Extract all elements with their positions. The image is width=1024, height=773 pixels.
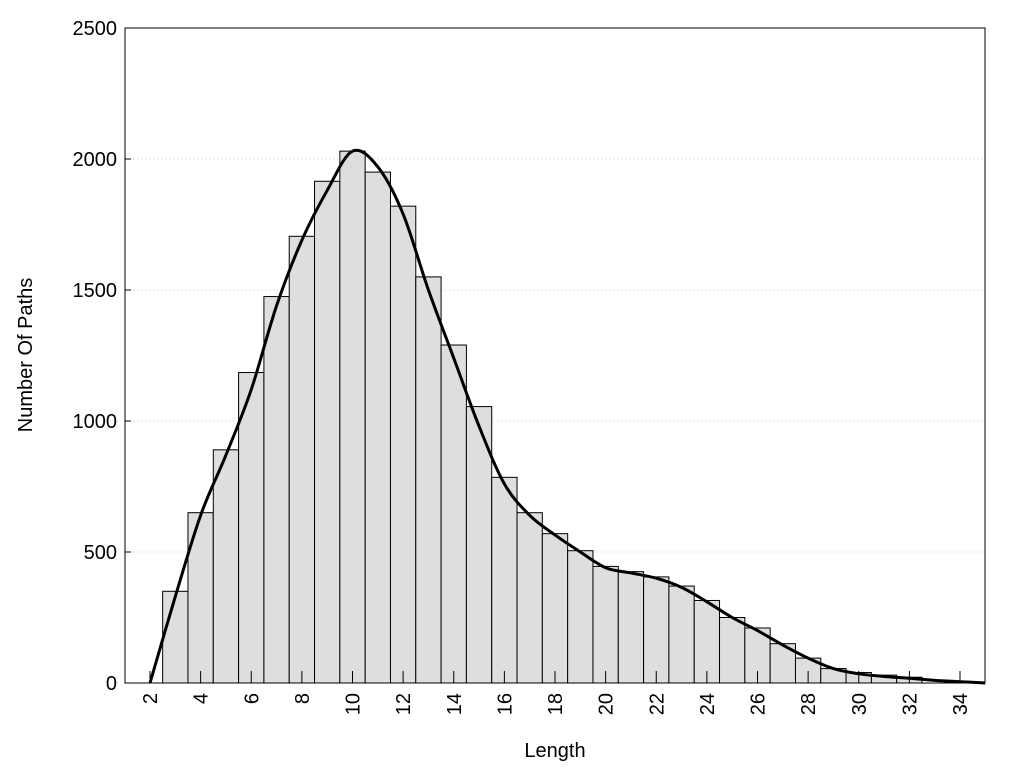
x-tick-label: 20 — [596, 693, 618, 715]
bar — [643, 576, 670, 684]
x-tick-label: 34 — [950, 693, 972, 715]
bar — [389, 205, 417, 684]
x-tick-label: 18 — [545, 693, 567, 715]
bar — [415, 276, 442, 684]
bar — [212, 449, 240, 684]
x-tick-label: 10 — [343, 693, 365, 715]
x-tick-label: 26 — [748, 693, 770, 715]
y-tick-label: 1500 — [73, 280, 118, 302]
bar — [541, 533, 569, 684]
x-axis: 2 4 6 8 10 12 14 16 18 20 22 24 26 28 30 32 34 — [140, 671, 972, 715]
y-tick-label: 1000 — [73, 411, 118, 433]
y-tick-label: 500 — [84, 542, 117, 564]
x-axis-label: Length — [524, 740, 585, 762]
x-tick-label: 14 — [444, 693, 466, 715]
bar — [263, 296, 290, 684]
bar — [339, 150, 366, 684]
y-tick-label: 0 — [106, 673, 117, 695]
x-tick-label: 12 — [393, 693, 415, 715]
bar — [693, 599, 721, 684]
x-tick-label: 2 — [140, 693, 162, 704]
x-tick-label: 6 — [241, 693, 263, 704]
bar — [491, 476, 518, 684]
bar — [465, 406, 493, 684]
bars — [162, 150, 923, 684]
bar — [314, 180, 341, 684]
x-tick-label: 22 — [646, 693, 668, 715]
x-tick-label: 24 — [697, 693, 719, 715]
bar — [364, 171, 391, 684]
bar — [238, 372, 265, 684]
bar — [516, 512, 543, 684]
x-tick-label: 8 — [292, 693, 314, 704]
bar — [162, 590, 189, 684]
bar — [592, 565, 619, 684]
y-axis-label: Number Of Paths — [15, 278, 37, 433]
bar — [567, 550, 594, 684]
x-tick-label: 4 — [191, 693, 213, 704]
x-tick-label: 16 — [494, 693, 516, 715]
bar — [617, 571, 645, 684]
bar — [668, 585, 695, 684]
x-tick-label: 28 — [798, 693, 820, 715]
bar — [719, 617, 746, 684]
bar — [440, 344, 467, 684]
y-tick-label: 2000 — [73, 149, 118, 171]
x-tick-label: 32 — [899, 693, 921, 715]
bar — [288, 235, 316, 684]
density-curve — [148, 148, 986, 685]
gridlines — [125, 158, 985, 553]
y-axis: 0 500 1000 1500 2000 2500 — [73, 18, 131, 695]
y-tick-label: 2500 — [73, 18, 118, 40]
x-tick-label: 30 — [849, 693, 871, 715]
